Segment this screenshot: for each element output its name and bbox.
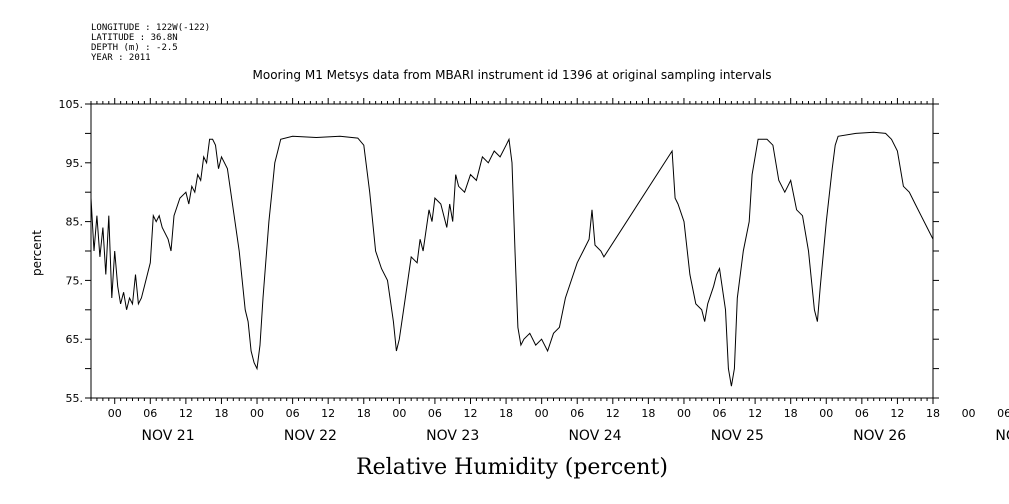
x-day-label: NOV 21 bbox=[142, 428, 195, 444]
y-axis-title: percent bbox=[30, 230, 44, 276]
x-tick-label: 06 bbox=[713, 407, 727, 420]
x-tick-label: 18 bbox=[784, 407, 798, 420]
x-tick-label: 00 bbox=[250, 407, 264, 420]
x-tick-label: 00 bbox=[392, 407, 406, 420]
y-tick-labels: 55. 65. 75. 85. 95. 105. bbox=[59, 98, 84, 405]
x-tick-label: 18 bbox=[499, 407, 513, 420]
axis-ticks bbox=[85, 98, 939, 404]
y-tick-label: 75. bbox=[66, 274, 84, 287]
x-day-label: NOV 27 bbox=[995, 428, 1009, 444]
x-tick-label: 00 bbox=[677, 407, 691, 420]
y-tick-label: 105. bbox=[59, 98, 84, 111]
y-tick-label: 95. bbox=[66, 157, 84, 170]
humidity-series-line bbox=[90, 131, 934, 387]
chart-title: Mooring M1 Metsys data from MBARI instru… bbox=[253, 68, 772, 82]
x-tick-label: 06 bbox=[143, 407, 157, 420]
x-tick-label: 06 bbox=[428, 407, 442, 420]
x-tick-label: 12 bbox=[606, 407, 620, 420]
x-tick-label: 06 bbox=[570, 407, 584, 420]
x-tick-label: 06 bbox=[997, 407, 1009, 420]
plot-frame bbox=[90, 103, 934, 399]
x-tick-label: 00 bbox=[108, 407, 122, 420]
x-tick-label: 00 bbox=[535, 407, 549, 420]
x-tick-labels: 00 06 12 18 00 06 12 18 00 06 12 18 00 06 12 18 00 06 12 18… bbox=[108, 407, 1009, 420]
chart-caption: Relative Humidity (percent) bbox=[356, 455, 668, 480]
latitude-meta: LATITUDE : 36.8N bbox=[91, 33, 178, 43]
x-day-label: NOV 22 bbox=[284, 428, 337, 444]
day-labels: NOV 21 NOV 22 NOV 23 NOV 24 NOV 25 NOV 26 NOV … bbox=[142, 428, 1009, 444]
x-tick-label: 12 bbox=[748, 407, 762, 420]
x-day-label: NOV 26 bbox=[853, 428, 906, 444]
x-tick-label: 18 bbox=[641, 407, 655, 420]
x-day-label: NOV 24 bbox=[568, 428, 621, 444]
y-tick-label: 65. bbox=[66, 333, 84, 346]
x-tick-label: 12 bbox=[463, 407, 477, 420]
x-tick-label: 12 bbox=[890, 407, 904, 420]
x-tick-label: 18 bbox=[357, 407, 371, 420]
x-day-label: NOV 23 bbox=[426, 428, 479, 444]
x-tick-label: 06 bbox=[855, 407, 869, 420]
x-tick-label: 00 bbox=[819, 407, 833, 420]
x-tick-label: 18 bbox=[214, 407, 228, 420]
x-tick-label: 12 bbox=[321, 407, 335, 420]
x-tick-label: 18 bbox=[926, 407, 940, 420]
year-meta: YEAR : 2011 bbox=[91, 53, 151, 63]
y-tick-label: 55. bbox=[66, 392, 84, 405]
depth-meta: DEPTH (m) : -2.5 bbox=[91, 43, 178, 53]
x-day-label: NOV 25 bbox=[711, 428, 764, 444]
x-tick-label: 06 bbox=[286, 407, 300, 420]
y-tick-label: 85. bbox=[66, 216, 84, 229]
x-tick-label: 00 bbox=[962, 407, 976, 420]
x-tick-label: 12 bbox=[179, 407, 193, 420]
longitude-meta: LONGITUDE : 122W(-122) bbox=[91, 23, 210, 33]
